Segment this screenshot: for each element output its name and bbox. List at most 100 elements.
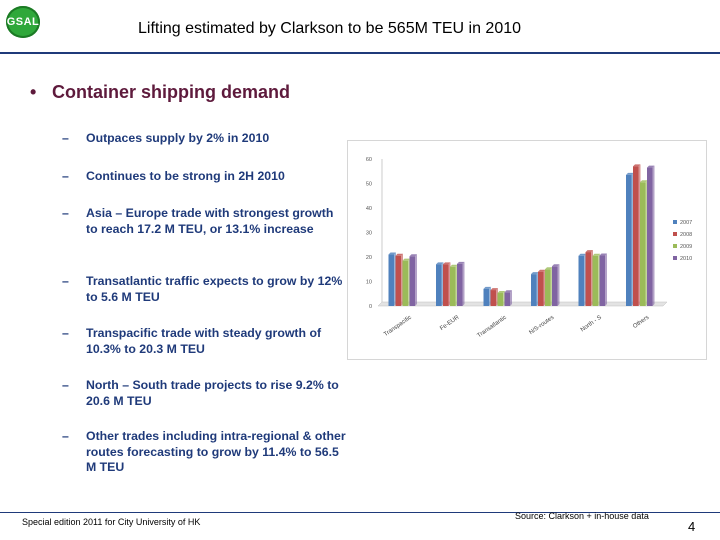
bar [626,174,632,306]
bullet-marker: • [30,82,37,102]
x-tick-label: N/S-routes [528,315,555,336]
legend-swatch [673,232,677,236]
y-tick-label: 10 [366,280,372,286]
bar-top [585,250,593,253]
sub-bullet-text: Asia – Europe trade with strongest growt… [86,206,334,236]
page-number: 4 [688,519,696,534]
bar [538,271,544,306]
x-tick-label: Transatlantic [477,315,508,339]
legend-label: 2008 [680,232,692,238]
bar-side [510,290,512,306]
legend-swatch [673,220,677,224]
x-tick-label: Transpacific [383,315,413,338]
bar [409,256,415,306]
bar [402,260,408,306]
y-tick-label: 20 [366,255,372,261]
sub-bullet-text: Continues to be strong in 2H 2010 [86,169,285,183]
sub-bullet-text: Other trades including intra-regional & … [86,429,346,474]
bar [545,269,551,306]
sub-bullet-1: – Outpaces supply by 2% in 2010 [62,131,347,147]
bar [578,255,584,306]
y-tick-label: 60 [366,157,372,163]
bar [647,167,653,306]
bar-top [483,286,491,289]
main-bullet: • Container shipping demand [30,82,290,103]
legend-label: 2007 [680,220,692,226]
bar-top [552,264,560,267]
legend-swatch [673,256,677,260]
y-tick-label: 50 [366,182,372,188]
bar-top [538,269,546,272]
sub-bullet-text: North – South trade projects to rise 9.2… [86,378,339,408]
bar [504,292,510,306]
bar-top [457,261,465,264]
bar-side [462,261,465,306]
bar [395,255,401,306]
bar [436,264,442,306]
y-tick-label: 0 [369,304,372,310]
teu-bar-chart: 0 10 20 30 40 50 60 Transpacific Fe-EUR Transatla… [347,140,707,360]
bar-top [640,180,648,183]
bar [483,288,489,306]
bar [599,255,605,306]
bar-top [647,165,655,168]
x-tick-label: Others [632,315,650,330]
bar-top [402,258,410,261]
main-bullet-text: Container shipping demand [52,82,291,102]
bar-side [415,254,417,306]
bar-top [531,272,539,275]
sub-bullet-dash: – [62,429,69,443]
bar-top [490,288,498,291]
legend-swatch [673,244,677,248]
gsal-logo: GSAL [6,6,40,38]
bar-top [450,264,458,267]
bar [450,266,456,306]
bar-side [605,253,607,306]
bar [490,290,496,306]
bar [497,293,503,306]
bar [585,252,591,306]
y-tick-label: 40 [366,206,372,212]
sub-bullet-dash: – [62,131,69,145]
bar [552,266,558,306]
bar [443,264,449,306]
x-tick-label: North - S [580,315,603,334]
bar-top [626,172,634,175]
sub-bullet-2: – Continues to be strong in 2H 2010 [62,169,347,185]
legend-label: 2009 [680,244,692,250]
chart-floor [377,301,668,307]
bar-top [436,262,444,265]
bar-side [557,264,560,306]
bar [531,274,537,306]
bar-top [395,253,403,256]
sub-bullet-text: Outpaces supply by 2% in 2010 [86,131,270,145]
footer-source-text: Source: Clarkson + in-house data [515,511,649,521]
bar [388,254,394,306]
x-tick-label: Fe-EUR [439,314,461,332]
bar-top [388,252,396,255]
bar [640,182,646,306]
title-divider [0,52,720,54]
sub-bullet-dash: – [62,206,69,220]
sub-bullet-6: – North – South trade projects to rise 9… [62,378,347,409]
bar-top [599,253,607,256]
bar [633,166,639,306]
bar-side [652,165,655,306]
sub-bullet-5: – Transpacific trade with steady growth … [62,326,347,357]
y-tick-label: 30 [366,231,372,237]
bar-top [633,164,641,167]
slide-title: Lifting estimated by Clarkson to be 565M… [138,20,522,37]
sub-bullet-dash: – [62,378,69,392]
bar-top [592,253,600,256]
chart-canvas: 0 10 20 30 40 50 60 Transpacific Fe-EUR Transatla… [366,157,692,339]
sub-bullet-3: – Asia – Europe trade with strongest gro… [62,206,347,237]
sub-bullet-dash: – [62,274,69,288]
bar-top [578,253,586,256]
bar-top [545,267,553,270]
footer-edition-text: Special edition 2011 for City University… [22,517,201,527]
bar-top [504,290,512,293]
sub-bullet-dash: – [62,169,69,183]
sub-bullet-7: – Other trades including intra-regional … [62,429,347,476]
sub-bullet-4: – Transatlantic traffic expects to grow … [62,274,347,305]
sub-bullet-dash: – [62,326,69,340]
